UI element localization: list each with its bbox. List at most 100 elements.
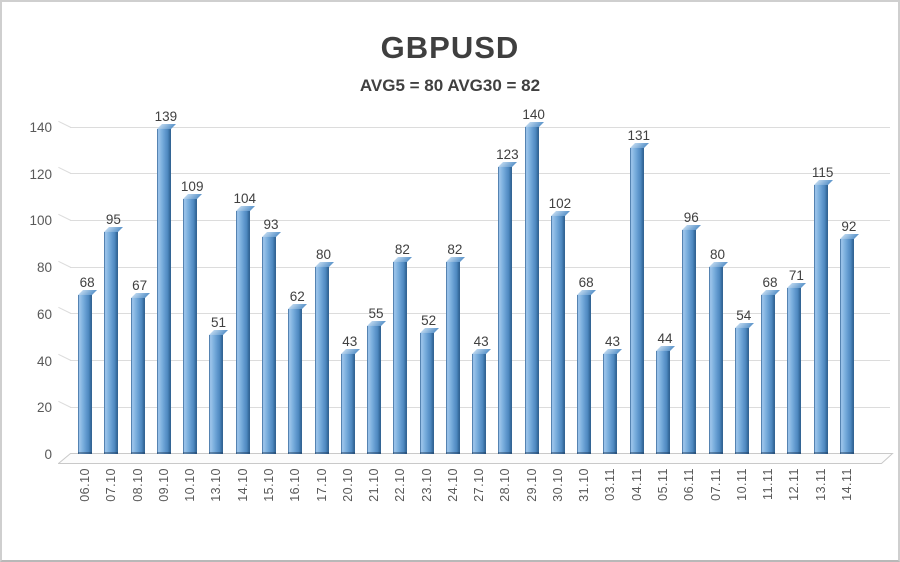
x-axis-label: 17.10	[314, 468, 329, 502]
x-axis-label: 29.10	[524, 468, 539, 502]
x-axis-label: 06.10	[78, 468, 93, 502]
bar	[550, 215, 565, 455]
bar	[656, 351, 670, 454]
bar	[734, 327, 749, 455]
x-axis-label: 06.11	[682, 468, 697, 501]
y-axis-label: 80	[36, 260, 52, 276]
x-axis-label: 13.11	[813, 468, 828, 501]
bar	[262, 236, 276, 455]
bar-value-label: 115	[811, 165, 834, 181]
y-axis-label: 0	[44, 447, 52, 462]
y-axis-label: 140	[29, 120, 52, 135]
chart-floor	[58, 453, 894, 464]
bar	[156, 129, 171, 454]
x-axis-label: 14.10	[235, 468, 250, 502]
bar	[393, 262, 408, 454]
gridline	[70, 126, 890, 128]
bar-value-label: 55	[368, 305, 384, 321]
gridline	[70, 266, 890, 268]
bar	[498, 166, 513, 455]
x-axis-label: 12.11	[787, 468, 802, 501]
bar-value-label: 104	[233, 191, 256, 207]
bar	[472, 353, 487, 455]
x-axis-label: 05.11	[656, 468, 670, 501]
bar-value-label: 123	[496, 146, 519, 162]
x-axis-label: 03.11	[603, 468, 618, 501]
y-axis-label: 20	[36, 400, 52, 416]
bar	[813, 185, 828, 454]
x-axis-label: 07.10	[104, 468, 119, 502]
x-axis-label: 08.10	[130, 468, 145, 502]
bar	[340, 353, 355, 455]
bar	[104, 232, 119, 454]
bar	[288, 309, 303, 454]
bar-value-label: 68	[79, 275, 95, 291]
bar-value-label: 92	[841, 219, 857, 235]
x-axis-label: 11.11	[761, 468, 776, 500]
bar-value-label: 102	[548, 195, 572, 211]
x-axis-label: 15.10	[262, 468, 276, 502]
bar	[682, 229, 697, 455]
x-axis-label: 07.11	[708, 468, 723, 501]
bar	[314, 267, 329, 454]
bar	[524, 127, 539, 454]
bar	[78, 295, 93, 454]
bar-value-label: 140	[522, 107, 545, 122]
x-axis-label: 16.10	[288, 468, 303, 502]
x-axis-label: 23.10	[419, 468, 434, 502]
bar-value-label: 68	[762, 275, 778, 291]
bar-value-label: 80	[316, 247, 332, 263]
x-axis-label: 21.10	[367, 468, 382, 502]
bar	[235, 211, 250, 454]
x-axis-label: 30.10	[550, 468, 565, 502]
x-axis-label: 31.10	[577, 468, 592, 502]
bar-value-label: 62	[289, 289, 305, 305]
x-axis-label: 20.10	[340, 468, 355, 502]
bar	[130, 297, 145, 455]
bar-value-label: 96	[683, 209, 699, 225]
chart-title: GBPUSD	[380, 30, 520, 65]
bar	[629, 148, 644, 454]
x-axis-label: 22.10	[393, 468, 408, 502]
x-axis-label: 27.10	[472, 468, 487, 502]
bar-value-label: 82	[394, 242, 410, 258]
bar	[419, 332, 434, 455]
chart-subtitle: AVG5 = 80 AVG30 = 82	[359, 76, 541, 95]
bar-value-label: 93	[263, 216, 279, 232]
bar	[603, 353, 618, 455]
bar-value-label: 43	[473, 333, 489, 349]
x-axis-label: 10.10	[183, 468, 198, 502]
bar-value-label: 131	[627, 128, 650, 144]
y-axis-label: 100	[29, 213, 52, 229]
bar-value-label: 54	[736, 307, 752, 323]
bar	[209, 334, 224, 455]
bar	[761, 295, 776, 454]
bar-value-label: 67	[132, 277, 148, 293]
x-axis-label: 10.11	[734, 468, 749, 501]
y-axis-label: 40	[36, 353, 52, 369]
bar-value-label: 71	[788, 268, 804, 284]
bar-value-label: 43	[604, 333, 620, 349]
bar-value-label: 95	[105, 212, 121, 228]
y-axis-label: 60	[36, 306, 52, 322]
bar-value-label: 109	[180, 179, 204, 195]
bar	[445, 262, 460, 454]
x-axis-label: 04.11	[629, 468, 644, 501]
bar-value-label: 51	[210, 314, 226, 330]
bar-value-label: 139	[154, 109, 178, 125]
bar-value-label: 52	[421, 312, 437, 328]
bar-value-label: 68	[578, 275, 594, 291]
gridline	[70, 173, 890, 175]
bar-value-label: 82	[447, 242, 463, 258]
bar-value-label: 44	[657, 331, 673, 347]
y-axis-label: 120	[29, 166, 52, 182]
bar	[787, 288, 802, 454]
gridline	[70, 313, 890, 315]
x-axis-label: 09.10	[156, 468, 171, 502]
bar	[183, 199, 198, 454]
gridline	[70, 219, 890, 221]
bar	[708, 267, 723, 454]
bar	[367, 325, 382, 455]
bar	[577, 295, 592, 454]
